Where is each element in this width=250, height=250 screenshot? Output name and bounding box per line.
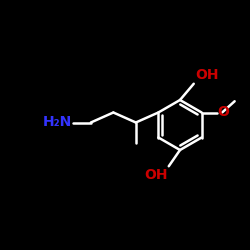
Text: H₂N: H₂N: [43, 116, 72, 130]
Text: OH: OH: [195, 68, 218, 82]
Text: O: O: [217, 106, 229, 120]
Text: OH: OH: [144, 168, 168, 182]
